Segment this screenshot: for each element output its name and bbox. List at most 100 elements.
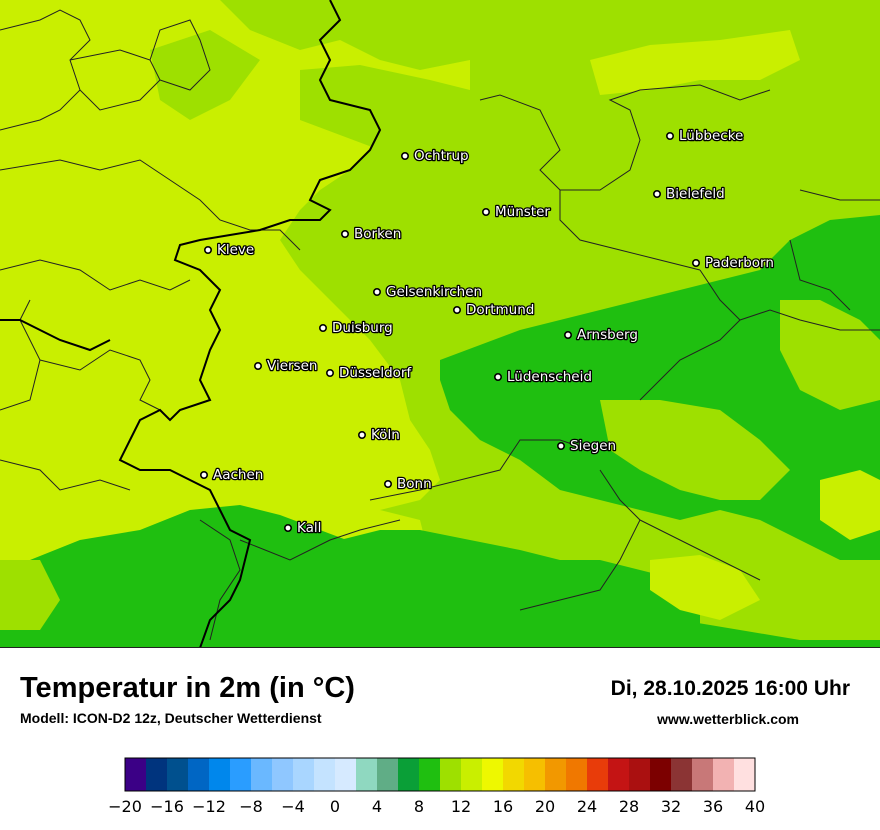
city-label: Siegen (570, 438, 616, 454)
legend-swatch (524, 758, 546, 791)
legend-tick-label: −16 (150, 797, 184, 816)
city-viersen: Viersen (254, 357, 319, 375)
city-dot (481, 208, 490, 217)
forecast-datetime: Di, 28.10.2025 16:00 Uhr (610, 677, 850, 700)
city-düsseldorf: Düsseldorf (325, 364, 414, 382)
legend-swatch (314, 758, 336, 791)
legend-swatch (293, 758, 315, 791)
city-label: Ochtrup (414, 148, 469, 164)
city-label: Bonn (397, 476, 432, 492)
city-paderborn: Paderborn (691, 254, 775, 272)
legend-swatch (692, 758, 714, 791)
legend-tick-label: 4 (372, 797, 382, 816)
temperature-field-west (0, 0, 470, 560)
legend-swatch (125, 758, 147, 791)
city-label: Köln (371, 427, 400, 443)
legend-swatches (124, 757, 756, 792)
city-label: Lübbecke (679, 128, 743, 144)
city-dot (200, 470, 209, 479)
legend-tick-label: 24 (577, 797, 597, 816)
legend-swatch (356, 758, 378, 791)
city-dot (665, 132, 674, 141)
temperature-map-svg: Lübbecke Ochtrup Bielefeld Münster Borken Kle… (0, 0, 880, 647)
city-label: Arnsberg (577, 327, 638, 343)
legend-swatch (146, 758, 168, 791)
legend-swatch (272, 758, 294, 791)
legend-swatch (713, 758, 735, 791)
city-gelsenkirchen: Gelsenkirchen (372, 283, 483, 301)
legend-swatch (650, 758, 672, 791)
city-dot (400, 152, 409, 161)
legend-tick-label: −20 (108, 797, 142, 816)
city-dot (691, 258, 700, 267)
city-dot (452, 305, 461, 314)
legend-swatch (398, 758, 420, 791)
legend-swatch (566, 758, 588, 791)
city-dot (383, 479, 392, 488)
city-label: Borken (354, 226, 401, 242)
city-ochtrup: Ochtrup (400, 147, 470, 165)
city-lübbecke: Lübbecke (665, 127, 745, 145)
district-borders (0, 9, 880, 641)
city-lüdenscheid: Lüdenscheid (493, 368, 593, 386)
city-label: Kleve (217, 242, 254, 258)
temperature-field-southeast-patch (650, 555, 760, 620)
model-subtitle: Modell: ICON-D2 12z, Deutscher Wetterdie… (20, 710, 322, 726)
city-label: Dortmund (466, 302, 534, 318)
legend-tick-label: 16 (493, 797, 513, 816)
city-label: Paderborn (705, 255, 774, 271)
city-siegen: Siegen (556, 437, 617, 455)
city-dot (357, 430, 366, 439)
legend-tick-label: 12 (451, 797, 471, 816)
legend-swatch (629, 758, 651, 791)
legend-tick-label: 8 (414, 797, 424, 816)
temperature-field-northwest (300, 65, 470, 150)
legend-tick-label: 32 (661, 797, 681, 816)
city-münster: Münster (481, 203, 552, 221)
city-label: Aachen (213, 467, 263, 483)
legend-swatch (377, 758, 399, 791)
city-label: Bielefeld (666, 186, 725, 202)
legend-tick-labels: −20 −16 −12 −8 −4 0 4 8 12 16 20 24 28 32 36 40 (108, 797, 765, 816)
city-duisburg: Duisburg (318, 319, 394, 337)
legend-tick-label: 28 (619, 797, 639, 816)
temperature-field-far-east-patch (820, 470, 880, 540)
website-link[interactable]: www.wetterblick.com (657, 711, 799, 727)
city-markers: Lübbecke Ochtrup Bielefeld Münster Borken Kle… (200, 127, 775, 537)
legend-tick-label: 0 (330, 797, 340, 816)
legend-swatch (440, 758, 462, 791)
city-dot (340, 230, 349, 239)
city-dot (652, 190, 661, 199)
legend-swatch (503, 758, 525, 791)
city-label: Lüdenscheid (507, 369, 592, 385)
temperature-field-south-center-cold (300, 530, 700, 647)
city-label: Viersen (267, 358, 317, 374)
legend-tick-label: −8 (239, 797, 263, 816)
city-dot (372, 287, 381, 296)
legend-swatch (461, 758, 483, 791)
legend-swatch (335, 758, 357, 791)
legend-swatch (419, 758, 441, 791)
city-dot (563, 330, 572, 339)
city-dot (318, 323, 327, 332)
city-label: Duisburg (332, 320, 393, 336)
city-aachen: Aachen (200, 466, 265, 484)
legend-swatch (482, 758, 504, 791)
map-title: Temperatur in 2m (in °C) (20, 672, 355, 704)
legend-swatch (230, 758, 252, 791)
legend-swatch (587, 758, 609, 791)
city-kall: Kall (283, 519, 323, 537)
city-köln: Köln (357, 426, 401, 444)
legend-tick-label: 36 (703, 797, 723, 816)
legend-tick-label: 20 (535, 797, 555, 816)
city-bielefeld: Bielefeld (652, 185, 726, 203)
city-dot (283, 523, 292, 532)
city-dot (204, 246, 213, 255)
legend-swatch (209, 758, 231, 791)
city-dortmund: Dortmund (452, 301, 536, 319)
city-label: Kall (297, 520, 321, 536)
city-dot (556, 441, 565, 450)
color-scale-legend: −20 −16 −12 −8 −4 0 4 8 12 16 20 24 28 32 36 40 (0, 750, 880, 830)
legend-tick-label: −4 (281, 797, 305, 816)
city-kleve: Kleve (204, 241, 256, 259)
